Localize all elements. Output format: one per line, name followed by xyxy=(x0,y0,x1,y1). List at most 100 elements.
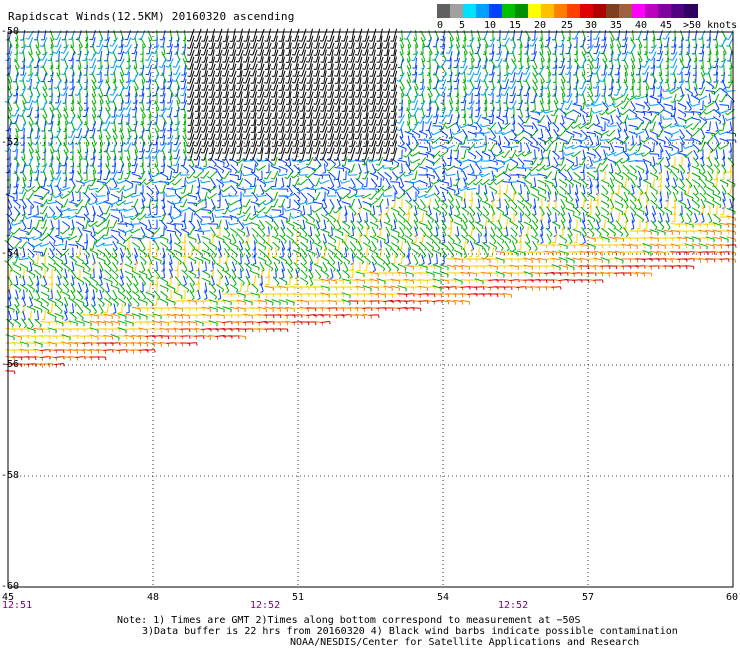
wind-barb xyxy=(545,171,553,179)
wind-barb xyxy=(128,162,130,174)
wind-barb xyxy=(385,112,391,126)
wind-barb xyxy=(56,177,62,187)
wind-barb-flag xyxy=(577,139,581,143)
wind-barb xyxy=(554,191,558,201)
wind-barb xyxy=(245,42,251,56)
wind-barb xyxy=(523,167,533,169)
wind-barb xyxy=(266,98,272,112)
wind-barb-flag xyxy=(40,108,44,111)
wind-barb xyxy=(393,56,397,70)
wind-barb xyxy=(42,51,48,61)
wind-barb xyxy=(527,191,529,201)
wind-barb xyxy=(679,135,685,145)
wind-barb-flag xyxy=(465,182,469,186)
wind-barb xyxy=(168,114,174,124)
wind-barb xyxy=(162,121,166,131)
wind-barb-flag xyxy=(593,198,596,202)
wind-barb xyxy=(134,57,138,69)
wind-barb xyxy=(719,131,729,135)
wind-barb xyxy=(243,188,253,190)
wind-barb-flag xyxy=(319,40,324,42)
wind-barb xyxy=(357,56,363,70)
wind-barb xyxy=(565,117,575,121)
wind-barb-flag xyxy=(263,124,267,126)
wind-barb xyxy=(337,28,341,42)
wind-barb xyxy=(635,110,645,114)
wind-barb xyxy=(393,42,397,56)
wind-barb xyxy=(553,128,559,138)
wind-barb xyxy=(624,121,628,131)
wind-barb xyxy=(357,84,363,98)
wind-barb xyxy=(161,114,167,124)
wind-barb xyxy=(418,166,428,170)
wind-barb xyxy=(147,149,153,159)
wind-barb-flag xyxy=(585,135,588,139)
wind-barb xyxy=(21,93,27,103)
wind-barb-flag xyxy=(221,117,225,119)
wind-barb-flag xyxy=(107,109,111,112)
wind-barb xyxy=(245,126,251,140)
wind-barb-flag xyxy=(172,150,176,152)
wind-barb xyxy=(147,51,153,61)
wind-barb xyxy=(100,162,102,174)
wind-barb-flag xyxy=(61,73,65,76)
wind-barb xyxy=(475,178,483,186)
wind-barb-flag xyxy=(418,73,422,76)
wind-barb xyxy=(386,84,390,98)
wind-barb xyxy=(294,147,300,161)
wind-barb-flag xyxy=(200,54,204,56)
wind-barb xyxy=(218,184,222,194)
wind-barb xyxy=(469,163,475,173)
wind-barb xyxy=(446,144,456,150)
wind-barb-flag xyxy=(523,94,527,97)
wind-barb-flag xyxy=(508,198,511,202)
wind-barb xyxy=(414,170,418,180)
wind-barb xyxy=(432,165,442,171)
wind-barb-flag xyxy=(579,114,582,118)
wind-barb xyxy=(673,36,677,48)
wind-barb xyxy=(674,78,676,90)
wind-barb xyxy=(259,42,265,56)
wind-barb xyxy=(491,170,495,180)
wind-barb xyxy=(286,164,294,172)
wind-barb xyxy=(161,72,167,82)
wind-barb xyxy=(530,186,540,192)
wind-barb-flag xyxy=(405,148,407,152)
wind-barb-flag xyxy=(107,136,111,140)
wind-barb xyxy=(644,79,650,89)
wind-barb xyxy=(344,98,348,112)
wind-barb xyxy=(232,56,236,70)
wind-barb-flag xyxy=(320,138,324,140)
wind-barb-flag xyxy=(446,190,449,194)
wind-barb xyxy=(204,191,208,201)
wind-barb xyxy=(141,128,145,138)
wind-barb xyxy=(211,84,215,98)
wind-barb xyxy=(400,128,404,138)
wind-barb-flag xyxy=(207,175,211,179)
wind-barb-flag xyxy=(339,196,343,200)
wind-barb xyxy=(702,36,704,48)
wind-barb xyxy=(176,107,180,117)
wind-barb xyxy=(721,163,727,173)
wind-barb xyxy=(607,158,617,164)
wind-barb xyxy=(329,177,335,187)
wind-barb-flag xyxy=(632,185,636,189)
wind-barb xyxy=(196,91,202,105)
wind-barb xyxy=(201,166,211,170)
wind-barb xyxy=(511,128,517,138)
wind-barb xyxy=(203,35,209,49)
wind-barb xyxy=(425,158,435,164)
wind-barb xyxy=(183,43,187,55)
wind-barb-flag xyxy=(368,124,372,126)
wind-barb-flag xyxy=(532,158,536,160)
wind-barb xyxy=(14,100,20,110)
wind-barb xyxy=(288,42,292,56)
wind-barb xyxy=(281,126,285,140)
wind-barb-flag xyxy=(42,165,46,167)
wind-barb-flag xyxy=(199,166,203,170)
wind-barb-flag xyxy=(191,165,195,168)
wind-barb-flag xyxy=(518,67,522,70)
wind-barb xyxy=(635,165,645,171)
wind-barb-flag xyxy=(684,191,687,195)
wind-barb xyxy=(481,151,491,157)
